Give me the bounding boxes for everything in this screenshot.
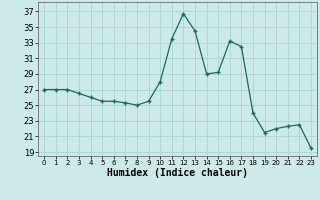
- X-axis label: Humidex (Indice chaleur): Humidex (Indice chaleur): [107, 168, 248, 178]
